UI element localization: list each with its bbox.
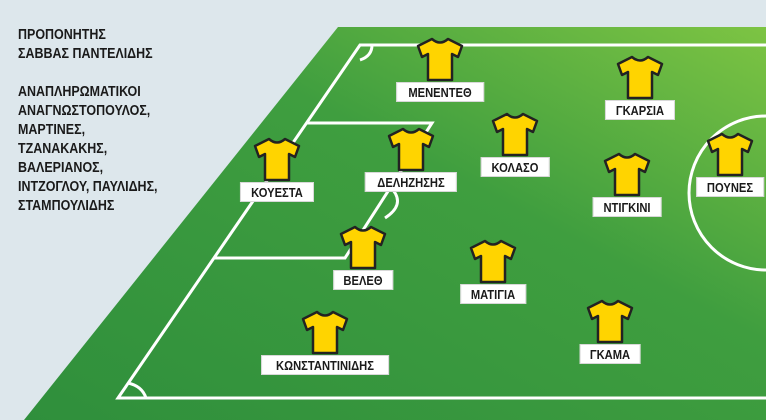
team-info: ΠΡΟΠΟΝΗΤΗΣ ΣΑΒΒΑΣ ΠΑΝΤΕΛΙΔΗΣ ΑΝΑΠΛΗΡΩΜΑΤ… [18,26,158,216]
shirt-icon [469,239,517,284]
player-name: ΓΚΑΜΑ [589,347,631,362]
penalty-arc [384,189,399,220]
player-name: ΔΕΛΗΖΗΣΗΣ [377,175,445,190]
player-name-label: ΝΤΙΓΚΙΝΙ [592,197,662,217]
pitch-surface [24,27,766,420]
shirt-icon [586,299,634,344]
player-name-label: ΓΚΑΡΣΙΑ [604,100,676,120]
coach-name: ΣΑΒΒΑΣ ΠΑΝΤΕΛΙΔΗΣ [18,46,153,62]
player-name: ΜΕΝΕΝΤΕΘ [408,85,472,100]
corner-arc-top [359,44,374,62]
player-name-label: ΔΕΛΗΖΗΣΗΣ [364,172,458,192]
coach-title: ΠΡΟΠΟΝΗΤΗΣ [18,27,106,43]
corner-arc-bottom [127,381,148,399]
substitutes-title: ΑΝΑΠΛΗΡΩΜΑΤΙΚΟΙ [18,84,141,100]
shirt-icon [416,37,464,82]
player-name-label: ΓΚΑΜΑ [579,344,641,364]
player-name: ΠΟΥΝΕΣ [706,180,754,195]
center-circle [687,114,766,272]
player-name-label: ΜΑΤΙΓΙΑ [460,284,526,304]
player-name: ΚΩΝΣΤΑΝΤΙΝΙΔΗΣ [276,358,374,373]
player-name-label: ΚΩΝΣΤΑΝΤΙΝΙΔΗΣ [261,355,389,375]
player-name-label: ΜΕΝΕΝΤΕΘ [396,82,484,102]
substitute-line: ΒΑΛΕΡΙΑΝΟΣ, [18,160,104,176]
player-name: ΚΟΛΑΣΟ [491,160,539,175]
player-name-label: ΚΟΥΕΣΤΑ [239,182,315,202]
substitute-line: ΑΝΑΓΝΩΣΤΟΠΟΥΛΟΣ, [18,103,151,119]
player-name-label: ΒΕΛΕΘ [333,270,393,290]
shirt-icon [387,127,435,172]
shirt-icon [603,152,651,197]
player-name: ΓΚΑΡΣΙΑ [615,103,665,118]
substitute-line: ΙΝΤΖΟΓΛΟΥ, ΠΑΥΛΙΔΗΣ, [18,179,158,195]
substitute-line: ΜΑΡΤΙΝΕΣ, [18,122,86,138]
shirt-icon [253,137,301,182]
substitute-line: ΤΖΑΝΑΚΑΚΗΣ, [18,141,108,157]
shirt-icon [616,55,664,100]
player-name: ΜΑΤΙΓΙΑ [470,287,516,302]
substitute-line: ΣΤΑΜΠΟΥΛΙΔΗΣ [18,198,115,214]
player-name-label: ΠΟΥΝΕΣ [696,177,764,197]
player-name: ΚΟΥΕΣΤΑ [251,185,303,200]
player-name: ΝΤΙΓΚΙΝΙ [603,200,651,215]
pitch-boundary [115,43,766,400]
shirt-icon [301,310,349,355]
shirt-icon [339,225,387,270]
player-name: ΒΕΛΕΘ [343,273,383,288]
player-name-label: ΚΟΛΑΣΟ [480,157,550,177]
shirt-icon [491,112,539,157]
shirt-icon [706,132,754,177]
